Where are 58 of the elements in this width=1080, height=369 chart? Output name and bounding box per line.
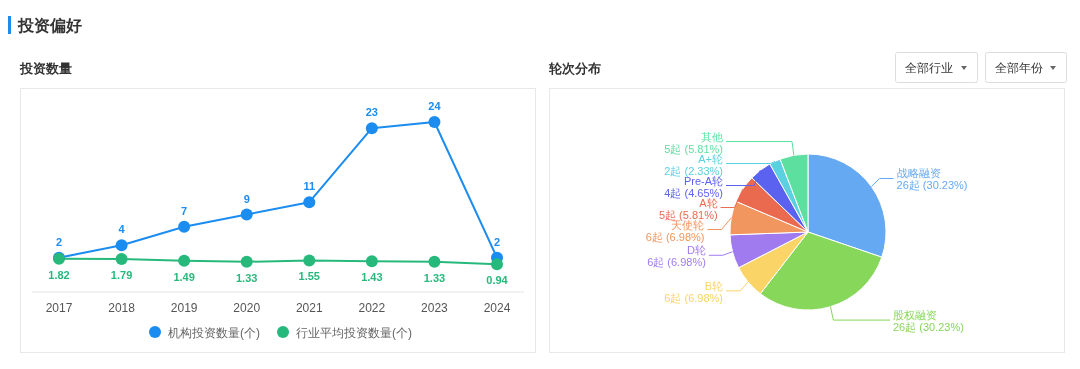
text: 全部年份 <box>995 61 1043 75</box>
point <box>178 220 191 233</box>
data-label: 24 <box>428 100 442 112</box>
x-tick-label: 2022 <box>358 301 386 315</box>
slice-label: 股权融资 <box>893 309 937 322</box>
data-label: 1.79 <box>110 268 133 281</box>
data-label: 0.94 <box>486 274 509 287</box>
point <box>491 258 503 271</box>
slice-label: D轮 <box>686 244 706 257</box>
data-label: 4起 (4.65%) <box>664 186 723 199</box>
slice-label: 其他 <box>701 130 723 143</box>
data-label: 2 <box>55 235 63 248</box>
data-label: 1.82 <box>48 268 70 281</box>
point <box>240 208 253 221</box>
point <box>178 254 191 267</box>
data-label: 26起 (30.23%) <box>896 179 968 192</box>
chart-title: 投资数量 <box>19 61 72 76</box>
data-label: 5起 (5.81%) <box>658 208 718 221</box>
data-label: 11 <box>303 180 316 193</box>
data-label: 2 <box>493 235 501 248</box>
point <box>365 122 378 135</box>
point <box>365 255 378 268</box>
data-label: 7 <box>181 204 188 217</box>
data-label: 6起 (6.98%) <box>645 230 705 243</box>
legend-label: 机构投资数量(个) <box>168 326 260 340</box>
data-label: 6起 (6.98%) <box>647 256 706 269</box>
text: 全部行业 <box>905 61 953 75</box>
point <box>240 255 253 268</box>
point <box>115 239 128 252</box>
data-label: 9 <box>243 192 250 205</box>
data-label: 1.49 <box>173 270 195 283</box>
data-label: 5起 (5.81%) <box>664 142 723 155</box>
point <box>428 116 441 128</box>
data-label: 6起 (6.98%) <box>664 291 723 304</box>
point <box>428 255 441 268</box>
legend-label: 行业平均投资数量(个) <box>296 326 412 340</box>
x-tick-label: 2017 <box>45 301 73 315</box>
text: 投资偏好 <box>17 17 82 34</box>
x-tick-label: 2020 <box>233 301 261 315</box>
slice-label: B轮 <box>704 279 723 292</box>
data-label: 23 <box>365 106 378 119</box>
data-label: 1.55 <box>298 270 320 283</box>
data-label: 4 <box>118 223 126 236</box>
data-label: 1.33 <box>236 271 258 284</box>
point <box>303 254 316 267</box>
data-label: 1.43 <box>361 271 383 284</box>
x-tick-label: 2024 <box>483 301 511 315</box>
data-label: 26起 (30.23%) <box>893 321 964 334</box>
x-tick-label: 2019 <box>170 301 198 315</box>
slice-label: 战略融资 <box>896 167 941 180</box>
x-tick-label: 2021 <box>295 301 323 315</box>
slice-label: A轮 <box>699 196 718 209</box>
point <box>303 196 316 209</box>
x-tick-label: 2023 <box>421 301 449 315</box>
point <box>115 252 128 265</box>
x-tick-label: 2018 <box>108 301 136 315</box>
chart-title: 轮次分布 <box>548 61 601 76</box>
data-label: 1.33 <box>423 271 446 284</box>
